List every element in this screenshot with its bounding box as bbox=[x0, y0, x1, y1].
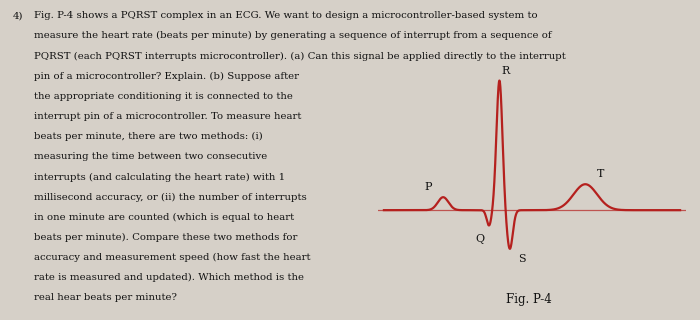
Text: Fig. P-4: Fig. P-4 bbox=[505, 293, 552, 306]
Text: in one minute are counted (which is equal to heart: in one minute are counted (which is equa… bbox=[34, 213, 294, 222]
Text: interrupt pin of a microcontroller. To measure heart: interrupt pin of a microcontroller. To m… bbox=[34, 112, 301, 121]
Text: pin of a microcontroller? Explain. (b) Suppose after: pin of a microcontroller? Explain. (b) S… bbox=[34, 72, 299, 81]
Text: PQRST (each PQRST interrupts microcontroller). (a) Can this signal be applied di: PQRST (each PQRST interrupts microcontro… bbox=[34, 52, 566, 61]
Text: measure the heart rate (beats per minute) by generating a sequence of interrupt : measure the heart rate (beats per minute… bbox=[34, 31, 551, 41]
Text: beats per minute, there are two methods: (i): beats per minute, there are two methods:… bbox=[34, 132, 262, 141]
Text: S: S bbox=[518, 254, 526, 264]
Text: measuring the time between two consecutive: measuring the time between two consecuti… bbox=[34, 152, 267, 161]
Text: R: R bbox=[501, 66, 510, 76]
Text: 4): 4) bbox=[13, 11, 23, 20]
Text: beats per minute). Compare these two methods for: beats per minute). Compare these two met… bbox=[34, 233, 297, 242]
Text: millisecond accuracy, or (ii) the number of interrupts: millisecond accuracy, or (ii) the number… bbox=[34, 193, 307, 202]
Text: P: P bbox=[425, 182, 432, 192]
Text: T: T bbox=[596, 169, 604, 179]
Text: accuracy and measurement speed (how fast the heart: accuracy and measurement speed (how fast… bbox=[34, 253, 310, 262]
Text: rate is measured and updated). Which method is the: rate is measured and updated). Which met… bbox=[34, 273, 304, 283]
Text: Q: Q bbox=[475, 234, 484, 244]
Text: real hear beats per minute?: real hear beats per minute? bbox=[34, 293, 176, 302]
Text: Fig. P-4 shows a PQRST complex in an ECG. We want to design a microcontroller-ba: Fig. P-4 shows a PQRST complex in an ECG… bbox=[34, 11, 537, 20]
Text: interrupts (and calculating the heart rate) with 1: interrupts (and calculating the heart ra… bbox=[34, 172, 285, 182]
Text: the appropriate conditioning it is connected to the: the appropriate conditioning it is conne… bbox=[34, 92, 293, 101]
